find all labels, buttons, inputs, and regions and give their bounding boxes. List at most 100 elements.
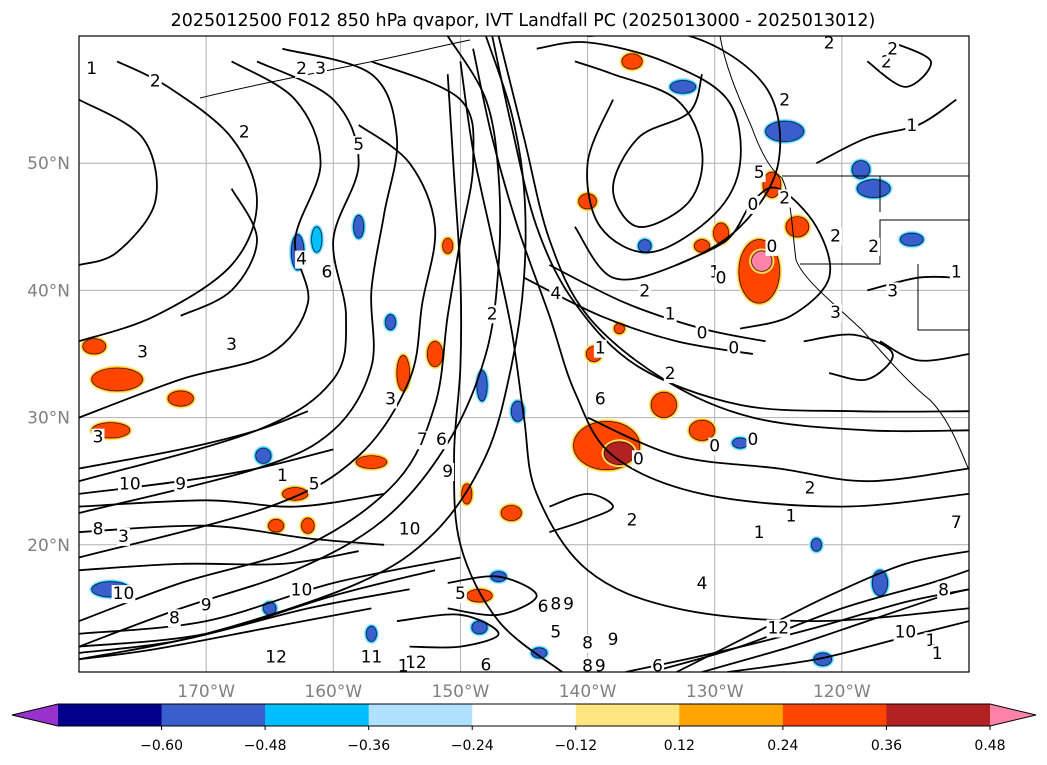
qvapor-region xyxy=(900,232,924,247)
colorbar-segment xyxy=(265,704,370,726)
contour-label-bg xyxy=(441,463,455,482)
contour-label: 2 xyxy=(150,72,161,92)
contour-label: 9 xyxy=(595,657,606,677)
ivt-contour xyxy=(536,41,742,254)
contour-label: 3 xyxy=(93,428,104,448)
ivt-contour xyxy=(79,60,322,419)
ivt-contour xyxy=(491,36,969,413)
qvapor-region xyxy=(396,354,410,392)
colorbar-segment xyxy=(679,704,784,726)
contour-label-bg xyxy=(562,595,575,614)
qvapor-region xyxy=(650,391,677,418)
map-frame xyxy=(78,35,970,673)
contour-label-bg xyxy=(949,263,963,282)
qvapor-region xyxy=(785,216,810,238)
ivt-contour xyxy=(79,60,258,343)
qvapor-region xyxy=(694,239,710,253)
contour-label-bg xyxy=(593,339,607,358)
ivt-contour xyxy=(676,550,969,672)
contour-label-bg xyxy=(225,335,238,354)
contour-label-bg xyxy=(295,59,308,78)
contour-label: 2 xyxy=(639,281,650,301)
contour-label: 0 xyxy=(728,339,739,359)
qvapor-region xyxy=(732,437,749,449)
contour-label-bg xyxy=(174,475,188,494)
colorbar: −0.60 −0.48 −0.36 −0.24 −0.12 0.12 0.24 0.36 0.4… xyxy=(11,703,1037,754)
contour-label-bg xyxy=(593,390,607,409)
contour-label: 12 xyxy=(767,618,789,638)
ivt-contour xyxy=(879,340,969,362)
contour-label: 2 xyxy=(779,189,790,209)
contour-label-bg xyxy=(479,656,493,672)
contour-label: 4 xyxy=(296,250,307,270)
contour-label: 2 xyxy=(805,479,816,499)
lat-tick-label: 50°N xyxy=(27,154,70,174)
contour-label: 3 xyxy=(385,390,396,410)
qvapor-region xyxy=(578,193,597,210)
lon-tick-label: 160°W xyxy=(304,682,362,702)
contour-label-bg xyxy=(829,227,842,246)
ivt-contour xyxy=(79,60,475,622)
colorbar-tick-label: 0.36 xyxy=(871,738,902,754)
colorbar-extend-low xyxy=(12,704,58,726)
contour-label-bg xyxy=(867,237,881,256)
ivt-contour xyxy=(497,36,969,433)
contour-label-bg xyxy=(314,59,327,78)
qvapor-region xyxy=(82,338,106,355)
colorbar-segments xyxy=(11,703,1037,727)
contour-label-bg xyxy=(136,343,149,362)
contour-label: 6 xyxy=(538,597,549,617)
colorbar-segment xyxy=(472,704,577,726)
contour-label: 3 xyxy=(887,281,898,301)
contour-label: 1 xyxy=(951,262,962,282)
contour-label: 8 xyxy=(550,594,561,614)
contour-label-bg xyxy=(663,365,677,384)
contour-label: 9 xyxy=(608,630,619,650)
ivt-contour xyxy=(549,492,614,533)
ivt-contour xyxy=(79,556,461,635)
coastline-north-america xyxy=(719,36,969,471)
qvapor-region xyxy=(621,53,643,70)
ivt-contour xyxy=(867,275,957,292)
contour-label-bg xyxy=(893,623,918,642)
lat-tick-label: 40°N xyxy=(27,281,70,301)
contour-label-bg xyxy=(638,282,652,301)
contour-label: 5 xyxy=(550,622,561,642)
qvapor-region xyxy=(688,419,716,441)
ivt-contour xyxy=(803,333,894,381)
contour-label-bg xyxy=(886,282,900,301)
border-state-2 xyxy=(917,264,969,331)
ivt-contour xyxy=(79,124,437,559)
contour-label: 1 xyxy=(906,116,917,136)
contour-label-bg xyxy=(295,250,308,269)
qvapor-region xyxy=(500,505,522,521)
contour-label: 7 xyxy=(951,513,962,533)
ivt-contour xyxy=(866,41,932,88)
colorbar-segment xyxy=(575,704,680,726)
qvapor-region xyxy=(476,370,488,402)
colorbar-tick-label: −0.36 xyxy=(347,738,390,754)
contour-label-bg xyxy=(752,524,766,543)
contour-label-bg xyxy=(766,619,791,638)
qvapor-region xyxy=(353,215,365,239)
contour-label: 3 xyxy=(137,342,148,362)
colorbar-segment xyxy=(782,704,887,726)
contour-label-bg xyxy=(949,513,963,532)
contour-label: 10 xyxy=(895,622,917,642)
contour-label-bg xyxy=(581,634,594,653)
contour-label-bg xyxy=(167,609,181,628)
qvapor-region xyxy=(366,625,377,642)
contour-label: 0 xyxy=(633,449,644,469)
ivt-contour xyxy=(701,588,969,672)
lon-tick-labels: 170°W 160°W 150°W 140°W 130°W 120°W xyxy=(177,682,871,702)
contour-label-bg xyxy=(264,648,288,667)
qvapor-region xyxy=(872,569,888,596)
contour-label-bg xyxy=(536,597,550,616)
contour-label: 5 xyxy=(309,475,320,495)
contour-label: 3 xyxy=(118,527,129,547)
contour-label: 2 xyxy=(487,304,498,324)
contour-label: 12 xyxy=(405,653,427,673)
contour-label: 1 xyxy=(595,339,606,359)
